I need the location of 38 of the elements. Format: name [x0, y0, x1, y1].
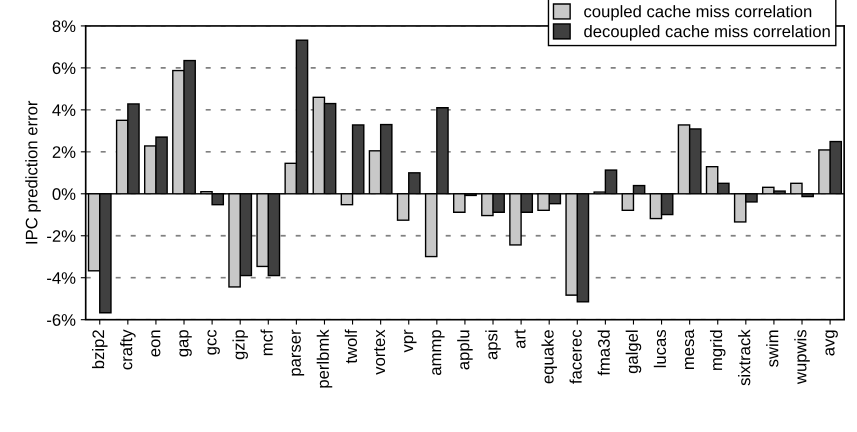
x-tick-label: ammp — [432, 330, 445, 375]
x-tick-label: crafty — [120, 329, 136, 370]
y-tick-label: 6% — [52, 62, 76, 74]
y-tick-label: 8% — [52, 20, 76, 32]
x-tick-label: parser — [292, 330, 304, 376]
y-tick-label: 4% — [52, 104, 76, 116]
legend-label: coupled cache miss correlation — [584, 5, 812, 21]
x-tick-label: fma3d — [598, 330, 610, 376]
x-tick-label: apsi — [485, 330, 501, 360]
y-tick-label: -6% — [47, 314, 76, 326]
x-tick-label: perlbmk — [316, 329, 332, 388]
x-tick-label: art — [514, 330, 526, 348]
x-tick-label: mesa — [684, 329, 694, 370]
legend-label: decoupled cache miss correlation — [584, 25, 830, 41]
y-tick-label: 2% — [52, 146, 76, 158]
x-tick-label: vortex — [374, 330, 386, 375]
x-tick-label: gzip — [232, 330, 248, 360]
x-tick-label: lucas — [654, 330, 666, 368]
y-tick-label: -2% — [47, 230, 76, 242]
x-tick-label: equake — [541, 330, 557, 384]
x-tick-label: avg — [825, 330, 838, 356]
x-tick-label: bzip2 — [92, 330, 108, 368]
x-tick-label: swim — [766, 330, 778, 367]
x-tick-label: mgrid — [710, 330, 726, 370]
x-tick-label: sixtrack — [738, 329, 750, 386]
x-tick-label: eon — [151, 330, 160, 356]
x-tick-label: gcc — [207, 330, 220, 355]
x-tick-label: galgel — [626, 330, 642, 374]
x-tick-label: mcf — [260, 329, 273, 356]
x-tick-label: applu — [457, 330, 473, 370]
x-tick-label: gap — [179, 330, 192, 357]
y-tick-label: 0% — [52, 188, 76, 200]
x-tick-label: vpr — [404, 330, 417, 352]
x-tick-label: wupwis — [794, 330, 810, 384]
x-tick-label: facerec — [570, 330, 582, 384]
x-tick-label: twolf — [344, 329, 358, 364]
y-axis-title: IPC prediction error — [25, 100, 41, 244]
y-tick-label: -4% — [47, 272, 76, 284]
